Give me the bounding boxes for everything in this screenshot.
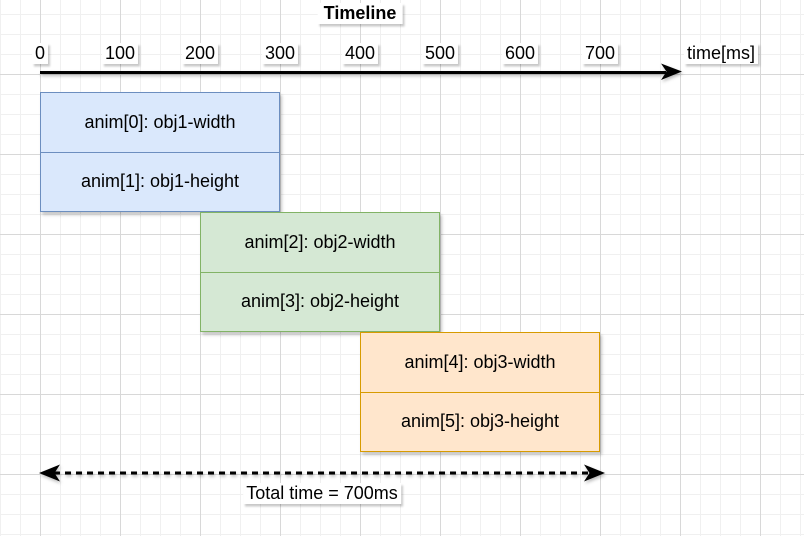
timeline-bar-anim4: anim[4]: obj3-width <box>361 333 599 393</box>
timeline-bar-anim1: anim[1]: obj1-height <box>80 171 240 192</box>
time-axis-arrow <box>40 63 682 80</box>
axis-tick-100: 100 <box>101 43 139 64</box>
axis-tick-label: 600 <box>501 43 539 64</box>
axis-tick-500: 500 <box>421 43 459 64</box>
axis-tick-label: 0 <box>31 43 49 64</box>
axis-tick-0: 0 <box>31 43 49 64</box>
axis-tick-label: 300 <box>261 43 299 64</box>
axis-tick-300: 300 <box>261 43 299 64</box>
axis-tick-label: 400 <box>341 43 379 64</box>
timeline-bar-anim2: anim[2]: obj2-width <box>201 213 439 273</box>
axis-tick-700: 700 <box>581 43 619 64</box>
diagram-title: Timeline <box>317 3 403 24</box>
axis-tick-label: 700 <box>581 43 619 64</box>
bar-group-obj1: anim[0]: obj1-width anim[1]: obj1-height <box>40 92 280 212</box>
axis-tick-400: 400 <box>341 43 379 64</box>
axis-tick-label: 200 <box>181 43 219 64</box>
timeline-bar-anim0: anim[0]: obj1-width <box>41 93 279 153</box>
axis-unit-label: time[ms] <box>683 43 759 64</box>
total-time-wrap: Total time = 700ms <box>243 483 401 504</box>
axis-tick-label: 100 <box>101 43 139 64</box>
axis-tick-label: 500 <box>421 43 459 64</box>
total-time-label: Total time = 700ms <box>243 483 401 504</box>
axis-tick-600: 600 <box>501 43 539 64</box>
timeline-bar-anim5: anim[5]: obj3-height <box>400 411 560 432</box>
bar-group-obj3: anim[4]: obj3-width anim[5]: obj3-height <box>360 332 600 452</box>
total-time-arrow <box>39 464 605 482</box>
axis-unit-wrap: time[ms] <box>683 43 759 64</box>
bar-group-obj2: anim[2]: obj2-width anim[3]: obj2-height <box>200 212 440 332</box>
diagram-title-wrap: Timeline <box>317 3 403 24</box>
axis-tick-200: 200 <box>181 43 219 64</box>
timeline-bar-anim3: anim[3]: obj2-height <box>240 291 400 312</box>
